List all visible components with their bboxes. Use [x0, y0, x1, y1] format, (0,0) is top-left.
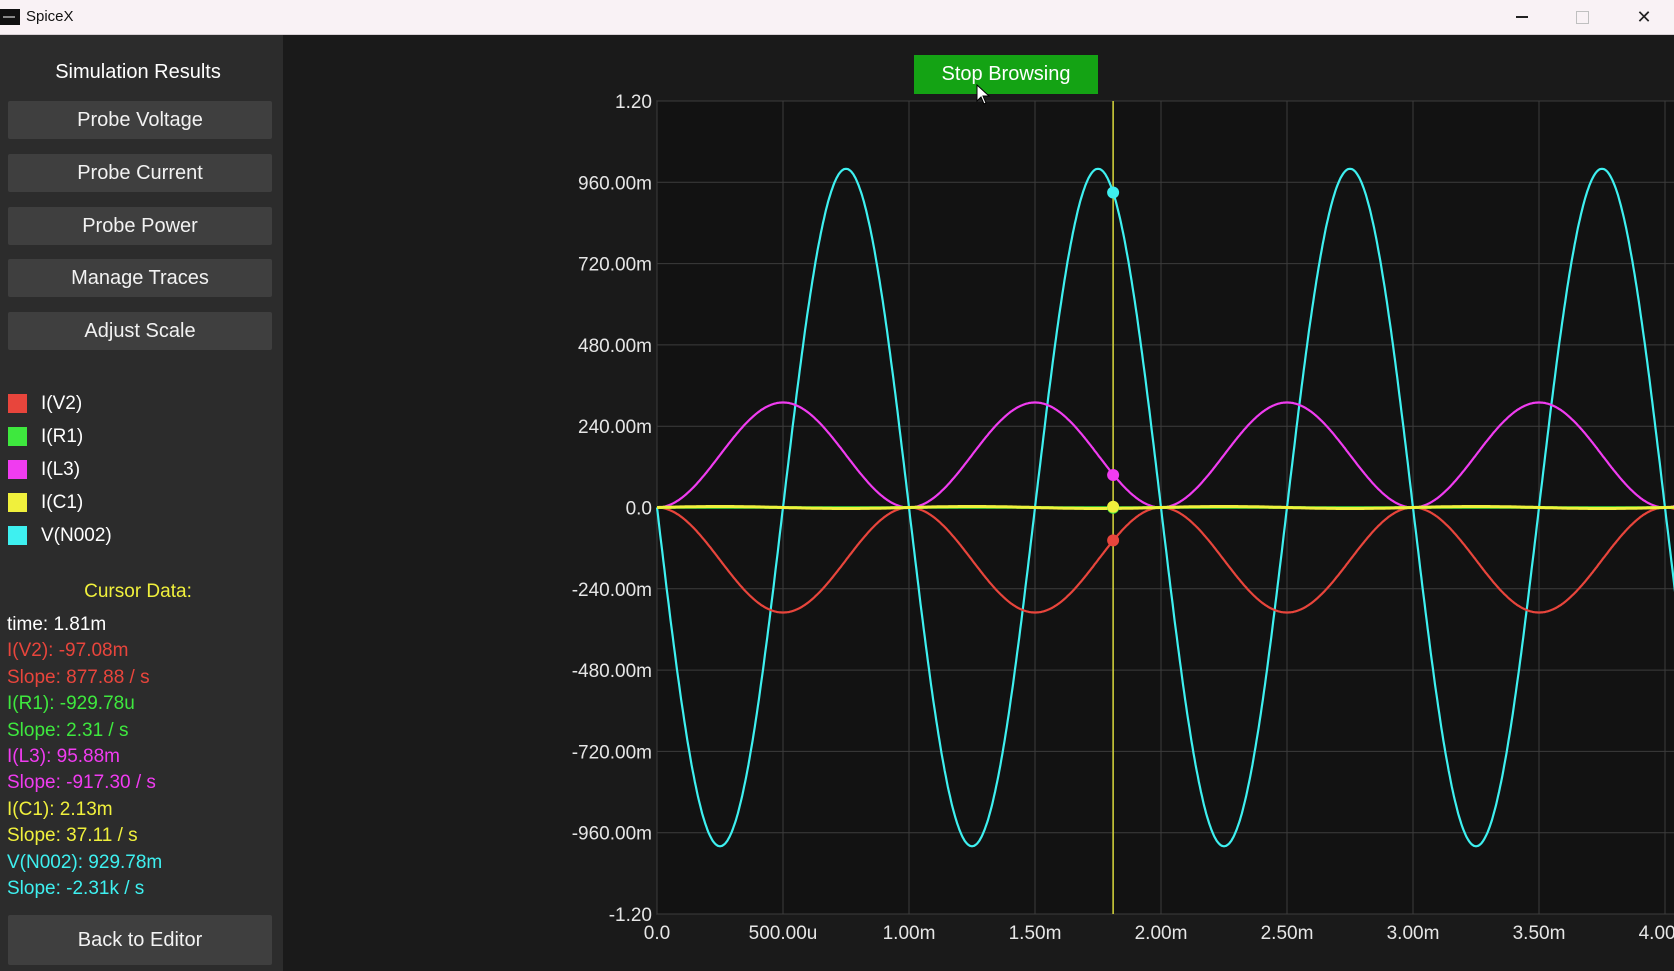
x-tick-label: 0.0 [644, 923, 670, 944]
y-tick-label: 720.00m [578, 255, 652, 276]
legend-label: V(N002) [41, 524, 112, 546]
cursor-data-line: V(N002): 929.78m [7, 851, 163, 873]
y-tick-label: -1.20 [609, 905, 652, 926]
x-tick-label: 1.00m [883, 923, 936, 944]
y-tick-label: -240.00m [572, 580, 652, 601]
legend-swatch [8, 460, 27, 479]
y-tick-label: 480.00m [578, 336, 652, 357]
trace-il3 [657, 401, 1674, 509]
probe-power-button[interactable]: Probe Power [8, 207, 272, 245]
cursor-data-line: Slope: 37.11 / s [7, 825, 138, 847]
legend-item: V(N002) [8, 519, 112, 552]
legend-item: I(R1) [8, 420, 112, 453]
manage-traces-button[interactable]: Manage Traces [8, 259, 272, 297]
y-tick-label: -960.00m [572, 824, 652, 845]
x-tick-label: 2.50m [1261, 923, 1314, 944]
legend-swatch [8, 394, 27, 413]
adjust-scale-button[interactable]: Adjust Scale [8, 312, 272, 350]
x-tick-label: 1.50m [1009, 923, 1062, 944]
legend-item: I(C1) [8, 486, 112, 519]
y-tick-label: 0.0 [626, 499, 652, 520]
trace-legend: I(V2) I(R1) I(L3) I(C1) V(N002) [8, 387, 112, 552]
legend-item: I(L3) [8, 453, 112, 486]
cursor-data-line: I(R1): -929.78u [7, 693, 135, 715]
y-tick-label: -720.00m [572, 742, 652, 763]
x-tick-label: 3.00m [1387, 923, 1440, 944]
minimize-icon[interactable] [1492, 0, 1552, 34]
legend-swatch [8, 427, 27, 446]
legend-item: I(V2) [8, 387, 112, 420]
probe-voltage-button[interactable]: Probe Voltage [8, 101, 272, 139]
cursor-data-line: time: 1.81m [7, 614, 107, 635]
trace-iv2 [657, 506, 1674, 614]
mouse-pointer-icon [976, 84, 991, 105]
cursor-marker [1107, 469, 1120, 482]
stop-browsing-button[interactable]: Stop Browsing [914, 55, 1098, 94]
cursor-data-line: Slope: -2.31k / s [7, 877, 145, 899]
trace-ic1 [657, 505, 1674, 510]
y-tick-label: 960.00m [578, 173, 652, 194]
legend-label: I(L3) [41, 458, 81, 480]
probe-current-button[interactable]: Probe Current [8, 154, 272, 192]
legend-swatch [8, 526, 27, 545]
cursor-data-title: Cursor Data: [84, 581, 192, 602]
x-tick-label: 500.00u [749, 923, 818, 944]
close-icon[interactable]: ✕ [1636, 6, 1652, 27]
sidebar: Simulation Results Probe Voltage Probe C… [0, 35, 283, 971]
cursor-data-line: I(L3): 95.88m [7, 745, 120, 767]
cursor-data-line: I(C1): 2.13m [7, 798, 113, 820]
y-tick-label: 240.00m [578, 417, 652, 438]
cursor-data-line: Slope: -917.30 / s [7, 772, 156, 794]
cursor-marker [1107, 500, 1120, 513]
x-tick-label: 3.50m [1513, 923, 1566, 944]
cursor-data-line: Slope: 2.31 / s [7, 719, 129, 741]
legend-swatch [8, 493, 27, 512]
title-bar: SpiceX ✕ [0, 0, 1674, 35]
y-tick-label: 1.20 [615, 92, 652, 113]
app-icon [0, 9, 20, 25]
cursor-data-line: I(V2): -97.08m [7, 640, 129, 662]
maximize-icon[interactable] [1552, 0, 1612, 34]
cursor-marker [1107, 186, 1120, 199]
y-tick-label: -480.00m [572, 661, 652, 682]
waveform-chart[interactable]: 0.0 500.00u 1.00m 1.50m 2.00m 2.50m 3.00m 3.50m… [283, 35, 1674, 971]
window-title: SpiceX [26, 8, 74, 25]
x-tick-label: 4.00m [1639, 923, 1674, 944]
sidebar-title: Simulation Results [55, 61, 221, 83]
cursor-data-list: time: 1.81m I(V2): -97.08m Slope: 877.88 /… [7, 612, 162, 902]
plot-area: 0.0 500.00u 1.00m 1.50m 2.00m 2.50m 3.00m 3.50m… [283, 35, 1674, 971]
x-tick-label: 2.00m [1135, 923, 1188, 944]
cursor-marker [1107, 534, 1120, 547]
cursor-data-line: Slope: 877.88 / s [7, 666, 150, 688]
legend-label: I(V2) [41, 392, 83, 414]
legend-label: I(C1) [41, 491, 84, 513]
legend-label: I(R1) [41, 425, 84, 447]
back-to-editor-button[interactable]: Back to Editor [8, 915, 272, 965]
